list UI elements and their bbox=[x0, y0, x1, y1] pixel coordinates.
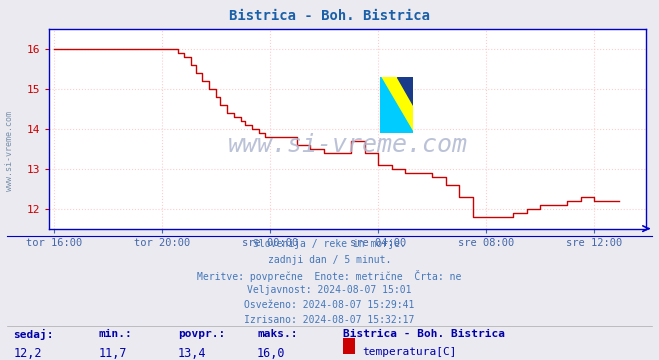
Text: Meritve: povprečne  Enote: metrične  Črta: ne: Meritve: povprečne Enote: metrične Črta:… bbox=[197, 270, 462, 282]
Text: Osveženo: 2024-08-07 15:29:41: Osveženo: 2024-08-07 15:29:41 bbox=[244, 300, 415, 310]
Text: zadnji dan / 5 minut.: zadnji dan / 5 minut. bbox=[268, 255, 391, 265]
Text: www.si-vreme.com: www.si-vreme.com bbox=[227, 133, 468, 157]
Text: povpr.:: povpr.: bbox=[178, 329, 225, 339]
Text: min.:: min.: bbox=[99, 329, 132, 339]
Text: maks.:: maks.: bbox=[257, 329, 297, 339]
Text: 16,0: 16,0 bbox=[257, 347, 285, 360]
Text: Veljavnost: 2024-08-07 15:01: Veljavnost: 2024-08-07 15:01 bbox=[247, 285, 412, 295]
Text: 13,4: 13,4 bbox=[178, 347, 206, 360]
Polygon shape bbox=[380, 77, 413, 133]
Text: temperatura[C]: temperatura[C] bbox=[362, 347, 457, 357]
Text: Slovenija / reke in morje.: Slovenija / reke in morje. bbox=[253, 239, 406, 249]
Text: Bistrica - Boh. Bistrica: Bistrica - Boh. Bistrica bbox=[343, 329, 505, 339]
Text: Izrisano: 2024-08-07 15:32:17: Izrisano: 2024-08-07 15:32:17 bbox=[244, 315, 415, 325]
Text: sedaj:: sedaj: bbox=[13, 329, 53, 341]
Text: Bistrica - Boh. Bistrica: Bistrica - Boh. Bistrica bbox=[229, 9, 430, 23]
Polygon shape bbox=[397, 77, 413, 105]
Text: 11,7: 11,7 bbox=[99, 347, 127, 360]
Polygon shape bbox=[380, 77, 413, 133]
Text: 12,2: 12,2 bbox=[13, 347, 42, 360]
Text: www.si-vreme.com: www.si-vreme.com bbox=[5, 111, 14, 191]
